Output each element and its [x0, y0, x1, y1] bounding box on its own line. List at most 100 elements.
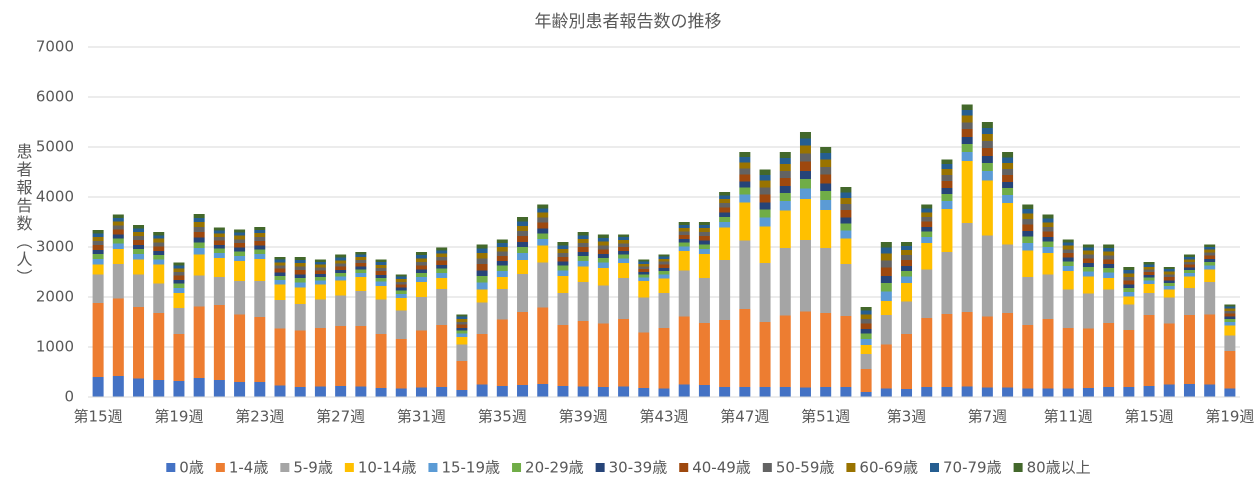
bar-segment: [719, 227, 731, 260]
bar-segment: [557, 249, 569, 253]
bar-segment: [395, 279, 407, 282]
bar-segment: [981, 180, 993, 236]
bar-segment: [1103, 272, 1115, 278]
bar-segment: [577, 235, 589, 239]
bar-segment: [395, 276, 407, 279]
bar-segment: [254, 230, 266, 233]
bar-segment: [335, 273, 347, 277]
bar-segment: [577, 247, 589, 252]
bar-segment: [901, 246, 913, 250]
bar-segment: [1022, 213, 1034, 219]
bar-segment: [436, 247, 448, 251]
bar-segment: [112, 214, 124, 218]
bar-segment: [1103, 387, 1115, 397]
bar-segment: [537, 204, 549, 209]
bar-segment: [234, 261, 246, 281]
bar-segment: [133, 245, 145, 249]
bar-segment: [1224, 306, 1236, 309]
bar-segment: [799, 387, 811, 397]
bar-segment: [981, 141, 993, 148]
bar-segment: [375, 275, 387, 278]
bar-segment: [799, 179, 811, 189]
bar-segment: [719, 222, 731, 228]
bar-segment: [1163, 283, 1175, 286]
bar-segment: [941, 194, 953, 201]
bar-segment: [678, 228, 690, 232]
legend-label: 5-9歳: [293, 459, 333, 477]
bar-segment: [799, 311, 811, 388]
bar-segment: [1103, 259, 1115, 264]
legend-swatch: [428, 463, 438, 472]
legend-swatch: [1013, 463, 1023, 472]
bar-segment: [314, 386, 326, 397]
bar-segment: [719, 192, 731, 196]
bar-segment: [1143, 264, 1155, 267]
bar-segment: [234, 235, 246, 240]
bar-segment: [496, 251, 508, 256]
bar-segment: [739, 174, 751, 182]
bar-segment: [274, 257, 286, 260]
bar-segment: [739, 240, 751, 309]
bar-segment: [840, 192, 852, 198]
bar-segment: [941, 164, 953, 169]
bar-segment: [213, 240, 225, 245]
bar-segment: [112, 264, 124, 299]
bar-segment: [173, 334, 185, 381]
bar-segment: [213, 253, 225, 258]
bar-segment: [456, 361, 468, 390]
bar-segment: [234, 243, 246, 248]
bar-segment: [719, 217, 731, 222]
bar-segment: [355, 263, 367, 267]
bar-segment: [92, 254, 104, 259]
bar-segment: [537, 208, 549, 213]
bar-segment: [112, 234, 124, 239]
bar-segment: [1002, 188, 1014, 195]
bar-segment: [638, 266, 650, 269]
bar-segment: [658, 264, 670, 268]
bar-segment: [234, 247, 246, 252]
bar-segment: [1183, 262, 1195, 265]
bar-segment: [1183, 270, 1195, 273]
bar-segment: [1002, 157, 1014, 163]
bar-segment: [436, 387, 448, 397]
bar-segment: [1082, 388, 1094, 397]
bar-segment: [961, 144, 973, 152]
bar-segment: [476, 253, 488, 259]
bar-segment: [1204, 384, 1216, 397]
bar-segment: [92, 264, 104, 275]
bar-segment: [92, 237, 104, 241]
bar-segment: [496, 277, 508, 289]
legend-label: 30-39歳: [609, 459, 668, 477]
bar-segment: [577, 243, 589, 247]
bar-segment: [537, 212, 549, 218]
bar-segment: [618, 237, 630, 240]
bar-segment: [1204, 282, 1216, 315]
bar-segment: [92, 241, 104, 245]
bar-segment: [880, 291, 892, 301]
legend-swatch: [762, 463, 772, 472]
bar-segment: [496, 239, 508, 243]
bar-segment: [213, 277, 225, 305]
bar-segment: [395, 290, 407, 294]
bar-segment: [759, 175, 771, 181]
bar-segment: [355, 252, 367, 255]
bar-segment: [921, 217, 933, 222]
bar-segment: [1123, 304, 1135, 330]
bar-segment: [92, 303, 104, 377]
legend-label: 10-14歳: [358, 459, 417, 477]
bar-segment: [213, 245, 225, 249]
bar-segment: [537, 239, 549, 246]
bar-segment: [1082, 244, 1094, 248]
bar-segment: [557, 386, 569, 397]
bar-segment: [638, 272, 650, 275]
bar-segment: [759, 194, 771, 203]
bar-segment: [1183, 273, 1195, 277]
bar-segment: [880, 344, 892, 389]
bar-segment: [314, 280, 326, 285]
bar-segment: [860, 314, 872, 319]
x-tick-label: 第23週: [235, 408, 284, 426]
bar-segment: [213, 248, 225, 253]
bar-segment: [840, 204, 852, 210]
bar-segment: [719, 320, 731, 387]
bar-segment: [173, 381, 185, 397]
